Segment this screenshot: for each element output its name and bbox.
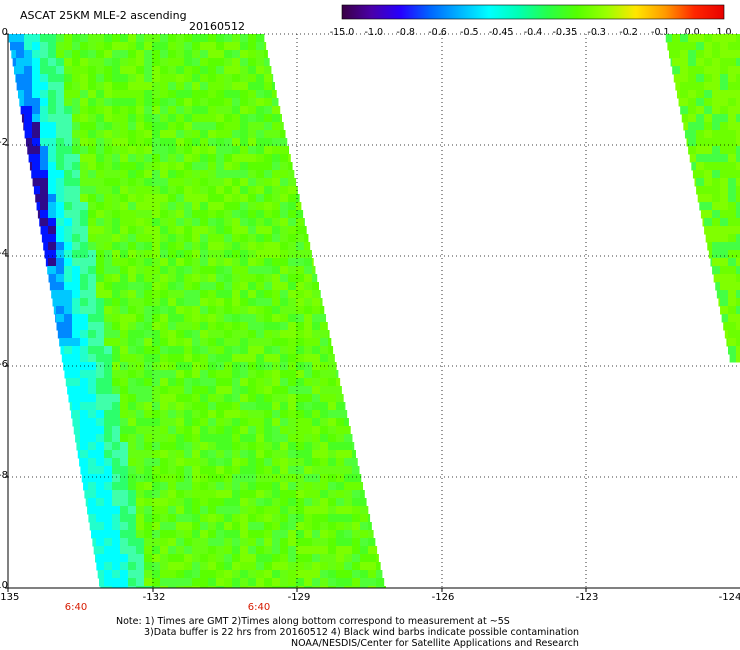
colorbar-label: -0.3	[587, 27, 606, 38]
footer-note-2: 3)Data buffer is 22 hrs from 20160512 4)…	[144, 627, 580, 638]
x-tick-label: -135	[0, 592, 20, 603]
colorbar-gradient	[341, 4, 725, 20]
colorbar-label: -0.2	[619, 27, 638, 38]
map-date: 20160512	[189, 20, 245, 33]
colorbar-label: -0.4	[524, 27, 543, 38]
x-tick-label: -132	[142, 592, 166, 603]
footer-note-3: NOAA/NESDIS/Center for Satellite Applica…	[291, 638, 579, 649]
y-tick-label: -4	[0, 248, 8, 259]
colorbar-label: -0.6	[428, 27, 447, 38]
time-label: 6:40	[247, 602, 271, 613]
y-tick-label: -2	[0, 137, 8, 148]
map-title: ASCAT 25KM MLE-2 ascending	[20, 9, 187, 22]
colorbar-label: -0.5	[460, 27, 479, 38]
y-tick-label: -8	[0, 470, 8, 481]
time-label: 6:40	[64, 602, 88, 613]
swath-cells	[8, 34, 740, 589]
y-tick-label: 0	[1, 27, 8, 38]
colorbar-label: -15.0	[330, 27, 355, 38]
colorbar-label: -1.0	[365, 27, 384, 38]
axes	[5, 33, 740, 592]
x-tick-label: -123	[575, 592, 599, 603]
colorbar-label: -0.45	[489, 27, 514, 38]
y-tick-label: -6	[0, 359, 8, 370]
colorbar-label: 0.0	[685, 27, 700, 38]
x-tick-label: -124	[718, 592, 740, 603]
colorbar-label: -0.1	[651, 27, 670, 38]
colorbar-label: -0.35	[553, 27, 578, 38]
colorbar: -15.0 -1.0 -0.8 -0.6 -0.5 -0.45 -0.4 -0.35 -0.3 -…	[330, 4, 732, 38]
y-tick-label: -10	[0, 580, 8, 591]
colorbar-label: 1.0	[716, 27, 731, 38]
x-tick-label: -126	[431, 592, 455, 603]
footer-note-1: Note: 1) Times are GMT 2)Times along bot…	[116, 616, 510, 627]
colorbar-label: -0.8	[396, 27, 415, 38]
x-tick-label: -129	[287, 592, 311, 603]
